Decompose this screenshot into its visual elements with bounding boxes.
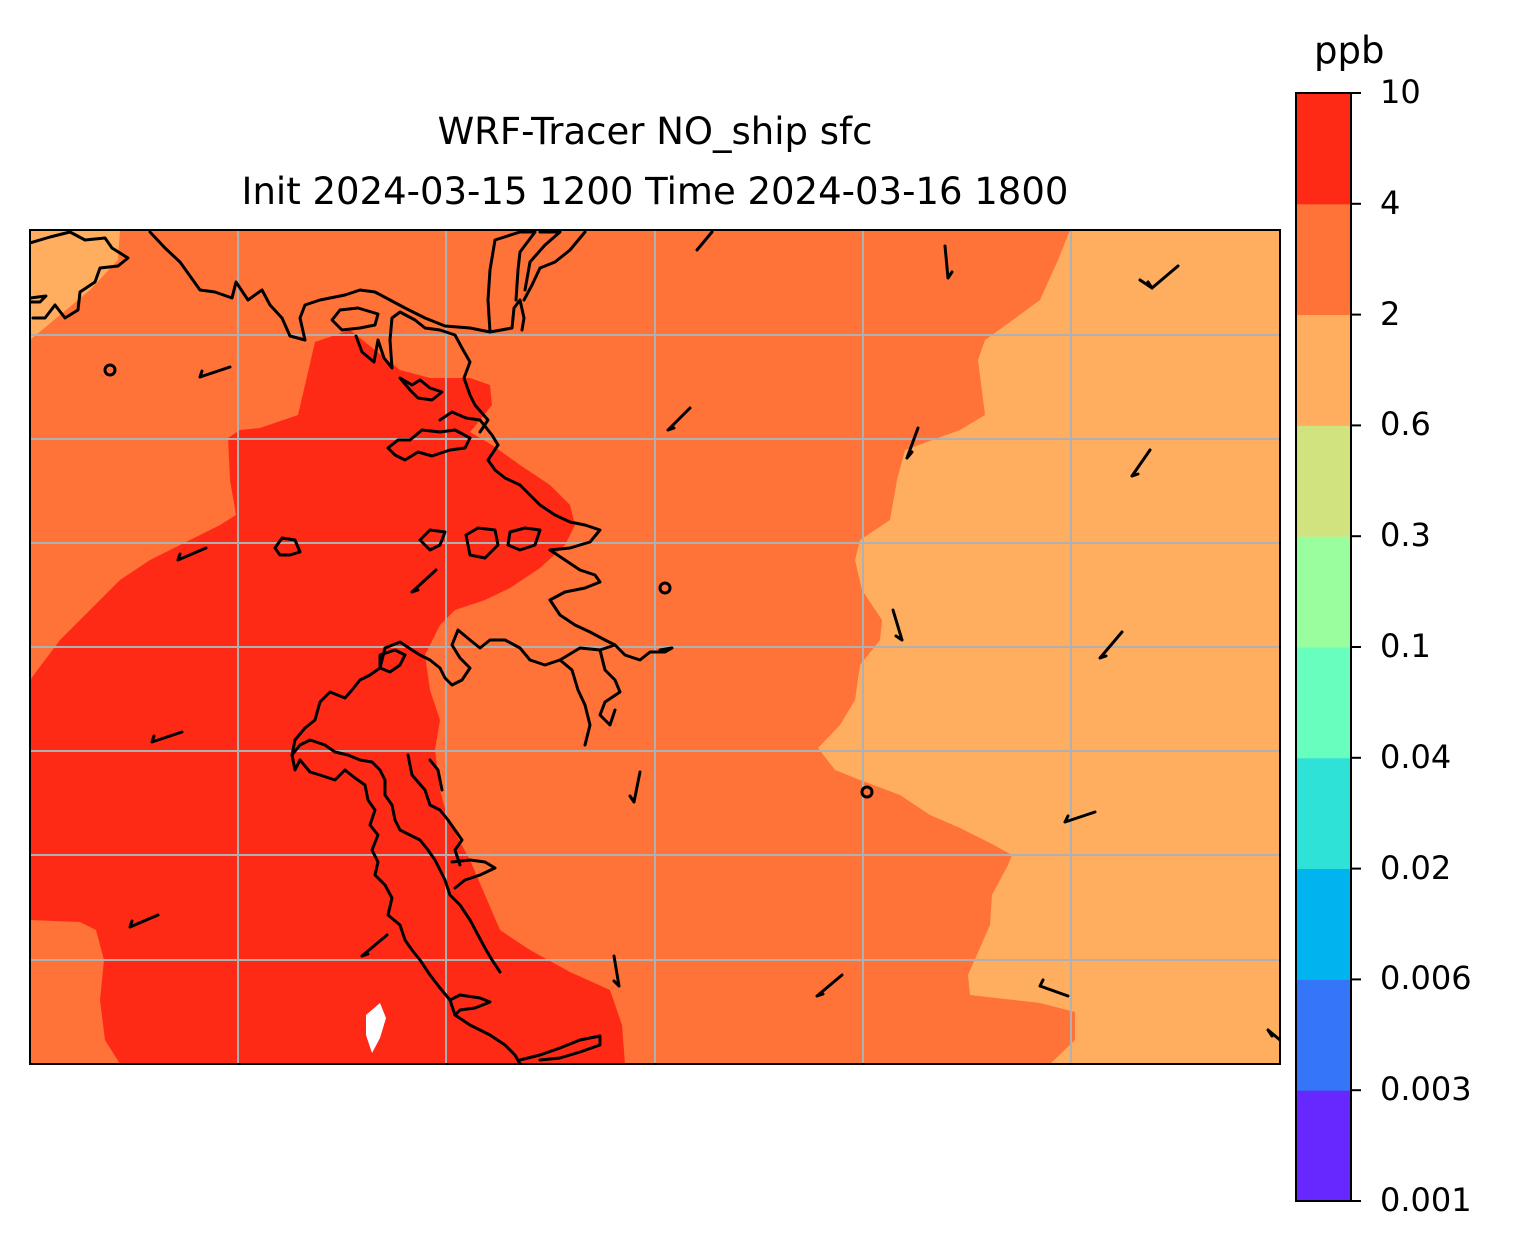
colorbar	[1296, 93, 1351, 1202]
colorbar-segment-0.04-0.1	[1296, 647, 1351, 759]
colorbar-segment-0.02-0.04	[1296, 757, 1351, 870]
colorbar-tick-label: 0.02	[1380, 848, 1452, 887]
colorbar-tick-label: 0.1	[1380, 627, 1431, 665]
colorbar-tick-label: 4	[1380, 183, 1401, 222]
map-title-line-1: WRF-Tracer NO_ship sfc	[437, 110, 873, 153]
contour-gap-white	[366, 1003, 386, 1053]
map-title-line-2: Init 2024-03-15 1200 Time 2024-03-16 180…	[241, 170, 1069, 213]
colorbar-unit-label: ppb	[1314, 29, 1385, 72]
map-plot-area	[30, 230, 1280, 1064]
colorbar-ticks	[1351, 92, 1361, 1202]
contour-fill-0.6-2-northwest	[30, 230, 120, 340]
colorbar-tick-label: 0.3	[1380, 516, 1431, 555]
colorbar-tick-label: 0.003	[1380, 1070, 1472, 1109]
wind-barbs	[128, 230, 1280, 1042]
colorbar-segment-0.1-0.3	[1296, 536, 1351, 648]
colorbar-tick-label: 0.001	[1380, 1181, 1472, 1219]
coastlines	[30, 230, 874, 1064]
colorbar-segment-0.006-0.02	[1296, 868, 1351, 980]
colorbar-segment-0.6-2	[1296, 314, 1351, 426]
map-frame	[29, 229, 1281, 1065]
colorbar-tick-label: 10	[1380, 73, 1421, 111]
gridlines	[30, 230, 1280, 1064]
colorbar-segment-0.003-0.006	[1296, 979, 1351, 1091]
colorbar-segment-0.3-0.6	[1296, 425, 1351, 537]
colorbar-tick-label: 0.006	[1380, 959, 1472, 998]
colorbar-segment-4-10	[1296, 93, 1351, 205]
colorbar-tick-label: 0.04	[1380, 737, 1452, 776]
colorbar-tick-label: 0.6	[1380, 405, 1431, 444]
colorbar-tick-label: 2	[1380, 294, 1401, 333]
colorbar-segment-0.001-0.003	[1296, 1090, 1351, 1202]
colorbar-segment-2-4	[1296, 203, 1351, 316]
contour-fill-4-10	[30, 330, 625, 1064]
